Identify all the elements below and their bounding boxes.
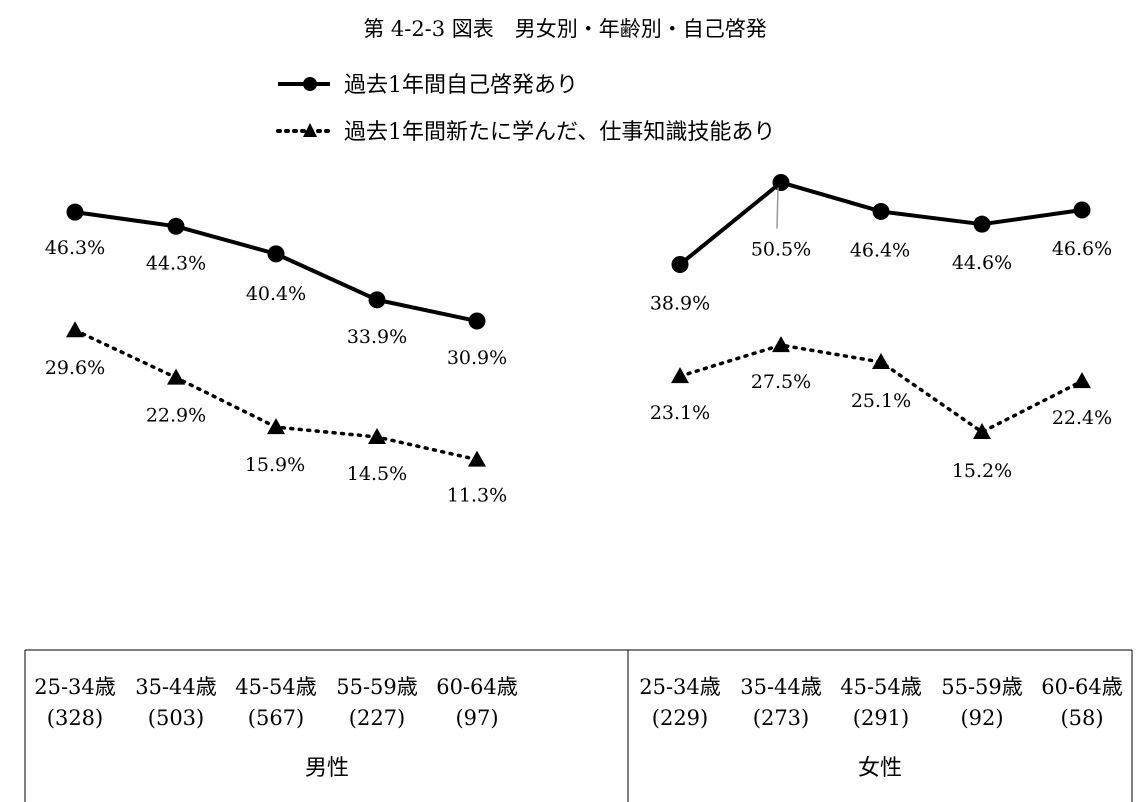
female-age-category-2: 35-44歳 [740,675,822,699]
female-age-category-1: 25-34歳 [639,675,721,699]
legend-label-self-development: 過去1年間自己啓発あり [344,73,578,98]
male-age-category-3: 45-54歳 [235,675,317,699]
male-new-skills-marker-1 [66,321,84,338]
female-self-development-marker-1 [671,255,689,273]
male-sample-count-4: (227) [349,706,405,730]
male-self-development-marker-2 [167,217,185,235]
female-self-development-label-4: 44.6% [952,252,1012,274]
female-sample-count-1: (229) [652,706,708,730]
female-self-development-marker-2 [772,173,790,191]
male-new-skills-marker-3 [267,418,285,435]
male-new-skills-label-3: 15.9% [245,454,305,476]
female-self-development-marker-3 [872,202,890,220]
male-self-development-marker-1 [66,203,84,221]
female-self-development-marker-5 [1073,201,1091,219]
male-self-development-label-1: 46.3% [45,237,105,259]
male-self-development-marker-4 [368,291,386,309]
female-sample-count-5: (58) [1060,706,1103,730]
male-sample-count-2: (503) [148,706,204,730]
female-self-development-marker-4 [973,215,991,233]
female-new-skills-label-1: 23.1% [650,402,710,424]
female-new-skills-label-4: 15.2% [952,460,1012,482]
male-self-development-marker-3 [267,245,285,263]
female-sample-count-3: (291) [853,706,909,730]
female-age-category-4: 55-59歳 [941,675,1023,699]
female-new-skills-label-5: 22.4% [1052,407,1112,429]
plot-area: 46.3% 44.3% 40.4% 33.9% 30.9% 29.6% 22.9% 15.9%… [45,173,1112,507]
male-group-label: 男性 [305,756,349,781]
male-self-development-label-5: 30.9% [447,347,507,369]
female-age-category-5: 60-64歳 [1041,675,1123,699]
male-self-development-marker-5 [468,312,486,330]
male-age-category-4: 55-59歳 [336,675,418,699]
male-self-development-label-4: 33.9% [347,326,407,348]
male-age-category-1: 25-34歳 [34,675,116,699]
male-age-category-5: 60-64歳 [436,675,518,699]
chart-title: 第 4-2-3 図表 男女別・年齢別・自己啓発 [363,17,767,41]
female-new-skills-marker-1 [671,367,689,384]
female-age-category-3: 45-54歳 [840,675,922,699]
category-table: 25-34歳 (328) 35-44歳 (503) 45-54歳 (567) 55-59歳 (… [24,649,1133,802]
male-sample-count-1: (328) [47,706,103,730]
female-self-development-label-2: 50.5% [751,238,811,260]
female-new-skills-marker-4 [973,423,991,440]
female-new-skills-marker-3 [872,353,890,370]
female-self-development-label-1: 38.9% [650,292,710,314]
legend-label-new-skills: 過去1年間新たに学んだ、仕事知識技能あり [344,120,775,145]
legend: 過去1年間自己啓発あり 過去1年間新たに学んだ、仕事知識技能あり [276,73,775,145]
male-sample-count-3: (567) [248,706,304,730]
female-self-development-label-5: 46.6% [1052,238,1112,260]
female-sample-count-2: (273) [753,706,809,730]
female-new-skills-marker-2 [772,336,790,353]
female-new-skills-marker-5 [1073,372,1091,389]
female-self-development-label-3: 46.4% [850,239,910,261]
female-group-label: 女性 [858,756,902,781]
legend-triangle-marker [303,123,317,137]
female-self-development-label-leader [776,187,779,229]
male-age-category-2: 35-44歳 [135,675,217,699]
male-self-development-label-3: 40.4% [246,283,306,305]
female-new-skills-label-3: 25.1% [851,390,911,412]
male-new-skills-label-2: 22.9% [146,405,206,427]
male-new-skills-marker-2 [167,368,185,385]
male-new-skills-line [73,328,479,462]
legend-circle-marker [303,77,317,91]
male-new-skills-label-1: 29.6% [45,357,105,379]
female-new-skills-label-2: 27.5% [751,371,811,393]
male-new-skills-marker-5 [468,450,486,467]
male-new-skills-marker-4 [368,427,386,444]
male-self-development-label-2: 44.3% [146,252,206,274]
male-sample-count-5: (97) [455,706,498,730]
female-sample-count-4: (92) [960,706,1003,730]
male-new-skills-label-4: 14.5% [347,463,407,485]
male-new-skills-label-5: 11.3% [447,485,507,507]
